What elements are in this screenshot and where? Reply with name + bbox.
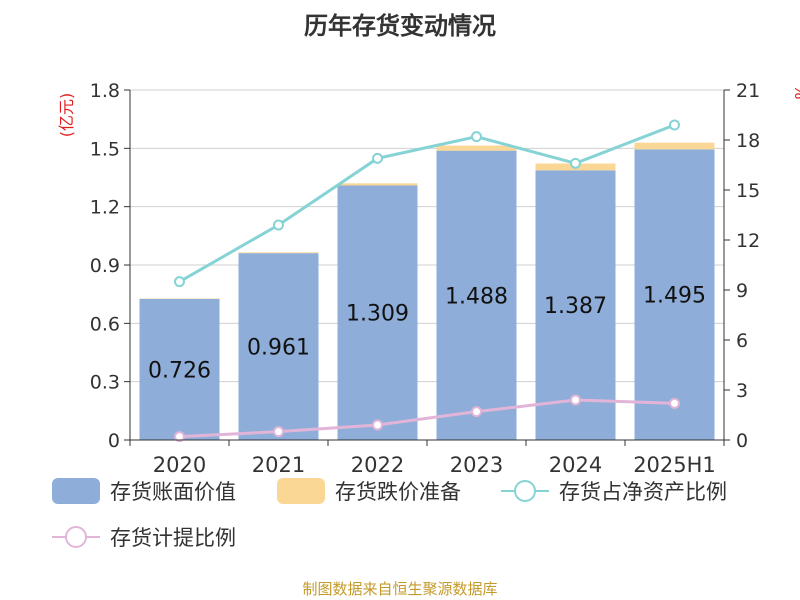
right-tick-label: 3 bbox=[736, 380, 748, 402]
bar-value-label: 1.309 bbox=[346, 302, 409, 327]
axis-layer: 0 0.3 0.6 0.9 1.2 1.5 1.8 0 3 6 9 12 15 18 21 2020 2021 2… bbox=[90, 80, 760, 477]
legend-swatch-net-asset-ratio bbox=[501, 478, 549, 504]
bar-value-label: 0.726 bbox=[148, 358, 211, 383]
legend-swatch-provision-ratio bbox=[52, 524, 100, 550]
bar-impairment bbox=[238, 252, 319, 254]
bar-value-label: 1.495 bbox=[643, 284, 706, 309]
bar-book-value bbox=[139, 298, 220, 440]
provision-ratio-point bbox=[273, 426, 284, 438]
right-tick-label: 12 bbox=[736, 230, 760, 252]
legend-swatch-book-value bbox=[52, 478, 100, 504]
bar-value-label: 1.488 bbox=[445, 284, 508, 309]
legend-label-impairment: 存货跌价准备 bbox=[335, 480, 461, 504]
legend-impairment[interactable]: 存货跌价准备 bbox=[277, 476, 461, 506]
bar-layer bbox=[139, 142, 715, 441]
legend-provision-ratio[interactable]: 存货计提比例 bbox=[52, 522, 236, 552]
provision-ratio-point bbox=[471, 406, 482, 418]
right-axis-unit: % bbox=[791, 84, 800, 99]
right-tick-label: 6 bbox=[736, 330, 748, 352]
right-tick-label: 15 bbox=[736, 180, 760, 202]
net-asset-ratio-point bbox=[669, 119, 680, 131]
left-tick-label: 0 bbox=[108, 430, 120, 452]
x-tick-label: 2021 bbox=[252, 453, 305, 477]
x-tick-label: 2025H1 bbox=[633, 453, 716, 477]
legend-swatch-impairment bbox=[277, 478, 325, 504]
left-tick-label: 0.3 bbox=[90, 372, 120, 394]
provision-ratio-point bbox=[570, 394, 581, 406]
net-asset-ratio-point bbox=[273, 219, 284, 231]
left-tick-label: 0.6 bbox=[90, 313, 120, 335]
right-tick-label: 21 bbox=[736, 80, 760, 102]
bar-impairment bbox=[337, 183, 418, 186]
net-asset-ratio-point bbox=[174, 276, 185, 288]
provision-ratio-point bbox=[669, 397, 680, 409]
left-tick-label: 0.9 bbox=[90, 255, 120, 277]
bar-impairment bbox=[634, 142, 715, 150]
provision-ratio-point bbox=[372, 419, 383, 431]
provision-ratio-line bbox=[179, 398, 675, 439]
right-tick-label: 18 bbox=[736, 130, 760, 152]
bar-value-label: 1.387 bbox=[544, 294, 607, 319]
bar-book-value bbox=[238, 253, 319, 440]
net-asset-ratio-line bbox=[178, 123, 676, 283]
bar-book-value bbox=[337, 185, 418, 440]
bar-value-label: 0.961 bbox=[247, 336, 310, 361]
left-axis-unit: (亿元) bbox=[57, 93, 76, 138]
x-tick-label: 2020 bbox=[153, 453, 206, 477]
net-asset-ratio-point bbox=[372, 152, 383, 164]
legend-label-book-value: 存货账面价值 bbox=[110, 480, 236, 504]
chart-title: 历年存货变动情况 bbox=[304, 12, 496, 40]
left-tick-label: 1.5 bbox=[90, 138, 120, 160]
right-tick-label: 0 bbox=[736, 430, 748, 452]
bar-book-value bbox=[436, 150, 517, 440]
legend-label-provision-ratio: 存货计提比例 bbox=[110, 526, 236, 550]
line-layer bbox=[174, 119, 680, 443]
label-layer: 0.726 0.961 1.309 1.488 1.387 1.495 bbox=[148, 284, 706, 384]
x-tick-label: 2022 bbox=[351, 453, 404, 477]
legend-book-value[interactable]: 存货账面价值 bbox=[52, 476, 236, 506]
legend-label-net-asset-ratio: 存货占净资产比例 bbox=[559, 480, 727, 504]
right-tick-label: 9 bbox=[736, 280, 748, 302]
left-tick-label: 1.2 bbox=[90, 197, 120, 219]
left-tick-label: 1.8 bbox=[90, 80, 120, 102]
provision-ratio-point bbox=[174, 431, 185, 443]
x-tick-label: 2024 bbox=[549, 453, 602, 477]
x-tick-label: 2023 bbox=[450, 453, 503, 477]
net-asset-ratio-point bbox=[471, 131, 482, 143]
bar-book-value bbox=[634, 149, 715, 441]
bar-impairment bbox=[436, 145, 517, 151]
legend-net-asset-ratio[interactable]: 存货占净资产比例 bbox=[501, 476, 727, 506]
source-note: 制图数据来自恒生聚源数据库 bbox=[302, 580, 498, 598]
net-asset-ratio-point bbox=[570, 157, 581, 169]
